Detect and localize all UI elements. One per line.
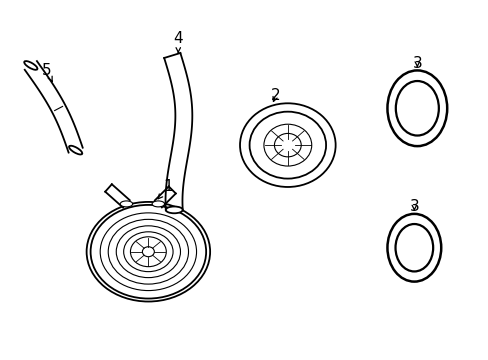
Text: 3: 3 xyxy=(411,56,421,71)
Ellipse shape xyxy=(264,124,311,166)
Ellipse shape xyxy=(395,224,432,271)
Ellipse shape xyxy=(108,219,188,284)
Text: 4: 4 xyxy=(173,31,183,52)
Ellipse shape xyxy=(152,201,164,207)
Ellipse shape xyxy=(165,207,183,213)
Ellipse shape xyxy=(86,202,210,302)
Ellipse shape xyxy=(386,71,447,146)
Ellipse shape xyxy=(90,205,206,298)
Ellipse shape xyxy=(274,134,301,157)
Text: 2: 2 xyxy=(270,88,280,103)
Text: 5: 5 xyxy=(42,63,52,81)
Ellipse shape xyxy=(100,213,196,291)
Ellipse shape xyxy=(69,146,82,154)
Text: 1: 1 xyxy=(158,180,173,199)
Ellipse shape xyxy=(395,81,438,135)
Ellipse shape xyxy=(24,61,38,70)
Ellipse shape xyxy=(249,112,325,179)
Ellipse shape xyxy=(240,103,335,187)
Text: 3: 3 xyxy=(408,199,418,215)
Ellipse shape xyxy=(130,237,166,267)
Ellipse shape xyxy=(123,232,173,272)
Ellipse shape xyxy=(142,247,154,257)
Ellipse shape xyxy=(116,226,180,278)
Ellipse shape xyxy=(120,201,132,207)
Ellipse shape xyxy=(386,214,440,282)
